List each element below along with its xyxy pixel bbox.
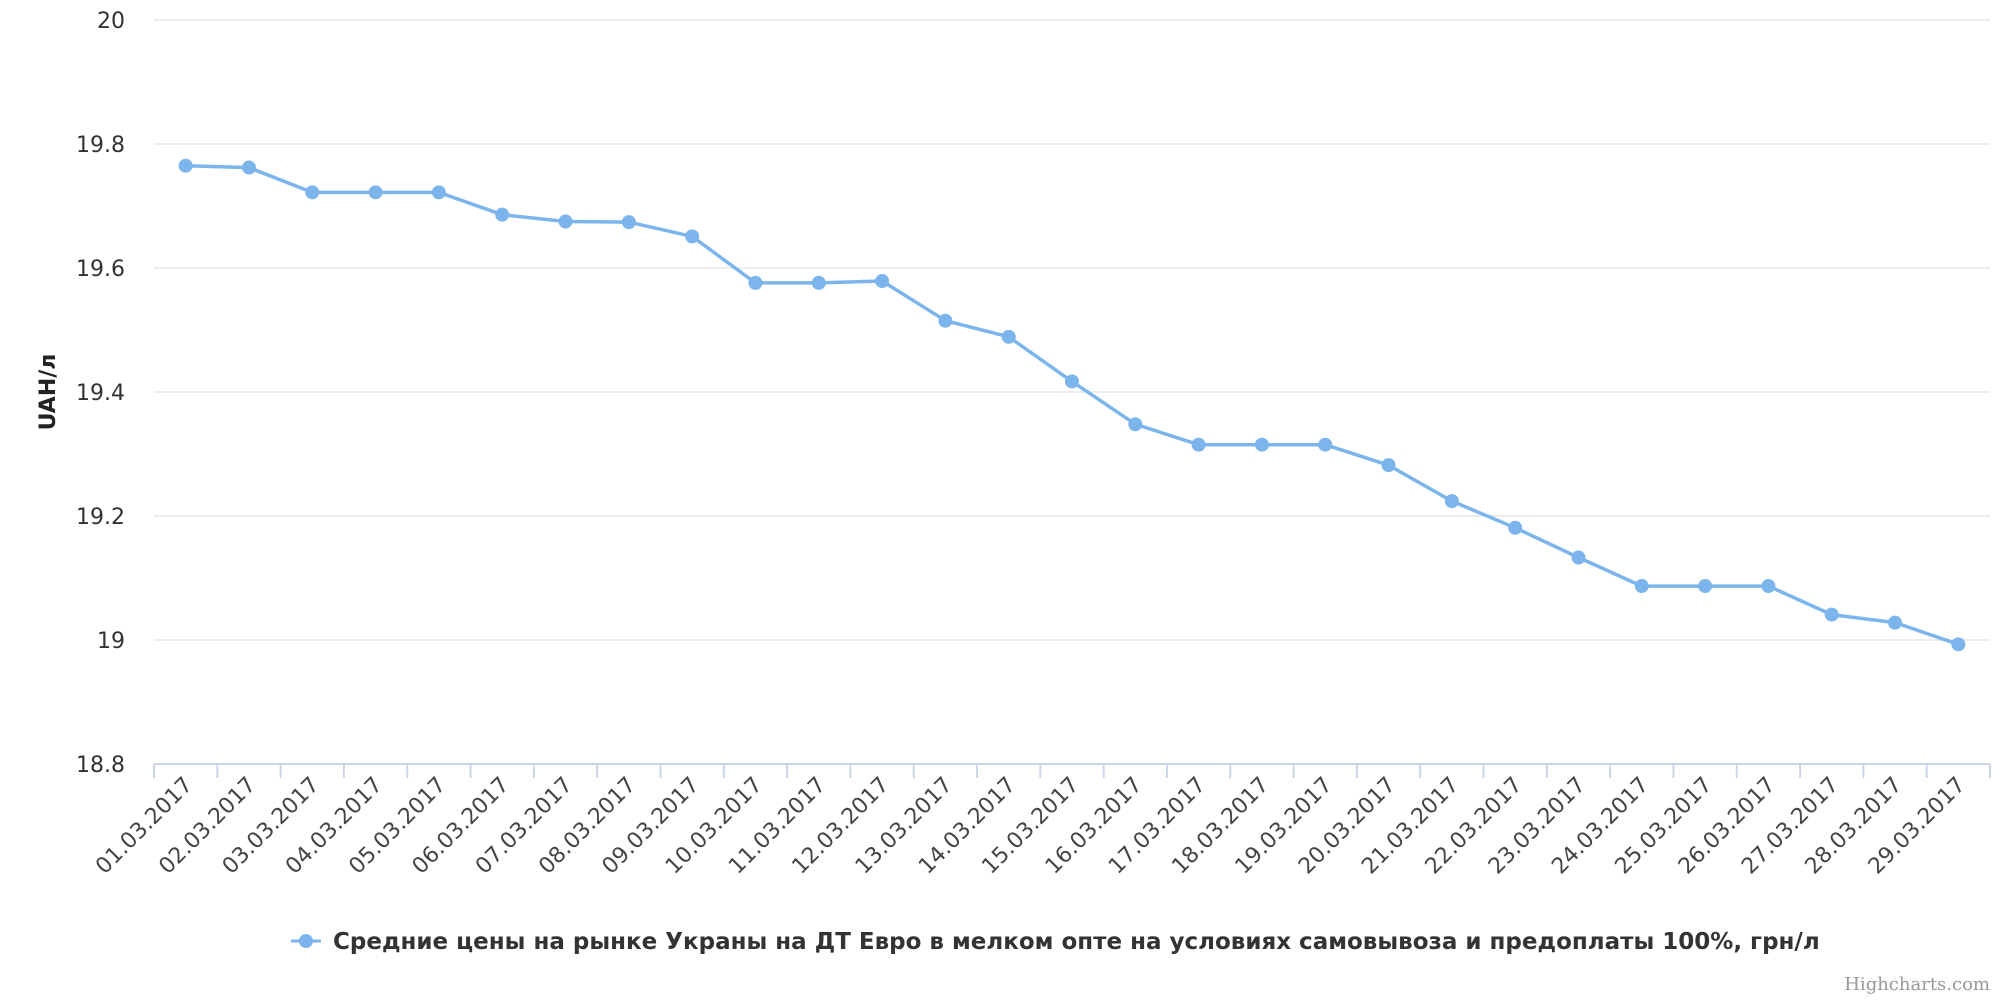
data-point[interactable] [1761,579,1776,594]
data-point[interactable] [685,229,700,244]
series-line[interactable] [185,163,1959,646]
x-axis [153,763,1991,778]
y-tick-label: 19.8 [76,133,125,158]
y-tick-label: 19.2 [76,505,125,530]
y-tick-label: 19.6 [76,257,125,282]
data-point[interactable] [748,275,763,290]
data-point[interactable] [1571,550,1586,565]
data-point[interactable] [811,275,826,290]
credits-link[interactable]: Highcharts.com [1844,974,1990,995]
data-point[interactable] [1381,458,1396,473]
data-point[interactable] [938,313,953,328]
data-point[interactable] [1951,637,1966,652]
data-point[interactable] [1824,607,1839,622]
data-point[interactable] [1254,437,1269,452]
data-point[interactable] [1698,579,1713,594]
grid-lines [154,19,1990,641]
legend-series-label[interactable]: Средние цены на рынке Украны на ДТ Евро … [333,929,1820,955]
data-point[interactable] [495,207,510,222]
data-point[interactable] [1128,417,1143,432]
y-axis-title: UAH/л [36,354,61,431]
y-tick-label: 20 [97,9,125,34]
data-point[interactable] [621,215,636,230]
data-point[interactable] [305,185,320,200]
data-point[interactable] [1888,615,1903,630]
data-point[interactable] [241,160,256,175]
legend-series-marker [299,934,313,948]
y-tick-label: 18.8 [76,753,125,778]
data-point[interactable] [431,185,446,200]
data-point[interactable] [1318,437,1333,452]
y-tick-label: 19.4 [76,381,125,406]
data-point[interactable] [1191,437,1206,452]
x-axis-tick-labels: 01.03.201702.03.201703.03.201704.03.2017… [91,773,1970,880]
y-axis-tick-labels: 18.8 19 19.2 19.4 19.6 19.8 20 [76,9,125,778]
data-point[interactable] [1634,579,1649,594]
data-point[interactable] [558,214,573,229]
data-point[interactable] [1001,329,1016,344]
data-point[interactable] [1065,374,1079,389]
legend[interactable]: Средние цены на рынке Украны на ДТ Евро … [291,929,1820,955]
data-point[interactable] [178,158,193,173]
data-point[interactable] [875,274,890,289]
data-point[interactable] [368,185,383,200]
data-point[interactable] [1444,494,1459,509]
data-point[interactable] [1508,520,1523,535]
data-series[interactable] [178,158,1966,652]
y-tick-label: 19 [97,629,125,654]
